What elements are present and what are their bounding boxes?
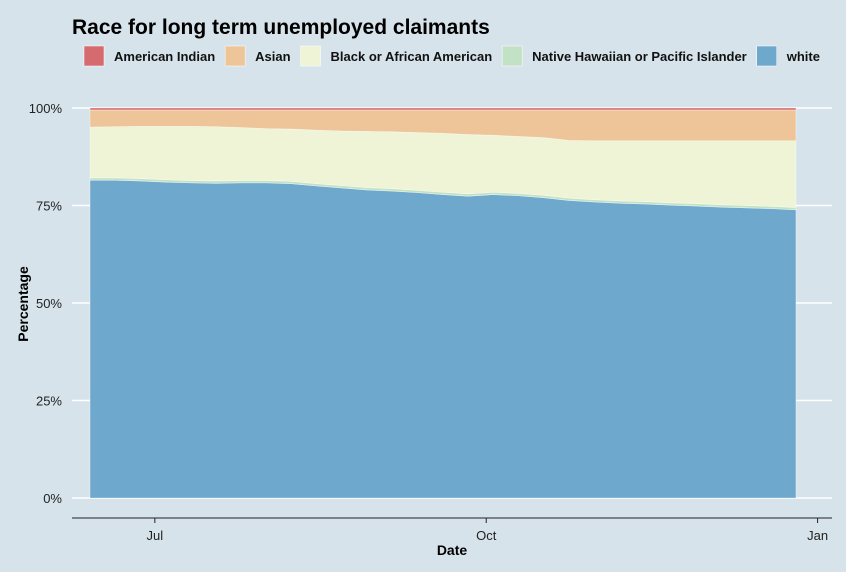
legend-label: American Indian	[114, 49, 215, 64]
x-tick-label: Jan	[807, 528, 828, 543]
y-tick-label: 25%	[36, 394, 62, 409]
area-american-indian	[89, 107, 797, 111]
legend: American Indian Asian Black or African Ame…	[83, 45, 820, 67]
y-axis-ticks: 0% 25% 50% 75% 100%	[29, 101, 63, 506]
legend-swatch	[300, 45, 321, 67]
y-tick-label: 0%	[43, 491, 62, 506]
x-axis-ticks: Jul Oct Jan	[147, 518, 828, 543]
chart-title: Race for long term unemployed claimants	[72, 16, 490, 39]
y-axis-title: Percentage	[15, 266, 31, 342]
area-series	[89, 107, 797, 499]
legend-swatch	[756, 45, 777, 67]
legend-label: Black or African American	[331, 49, 493, 64]
area-white	[89, 179, 797, 499]
x-tick-label: Oct	[476, 528, 497, 543]
legend-swatch	[501, 45, 523, 67]
legend-swatch	[224, 45, 246, 67]
x-tick-label: Jul	[147, 528, 164, 543]
legend-label: white	[786, 49, 820, 64]
y-tick-label: 75%	[36, 199, 62, 214]
y-tick-label: 50%	[36, 296, 62, 311]
legend-label: Asian	[255, 49, 290, 64]
x-axis-title: Date	[437, 542, 468, 558]
y-tick-label: 100%	[29, 101, 63, 116]
legend-label: Native Hawaiian or Pacific Islander	[532, 49, 747, 64]
legend-swatch	[83, 45, 105, 67]
